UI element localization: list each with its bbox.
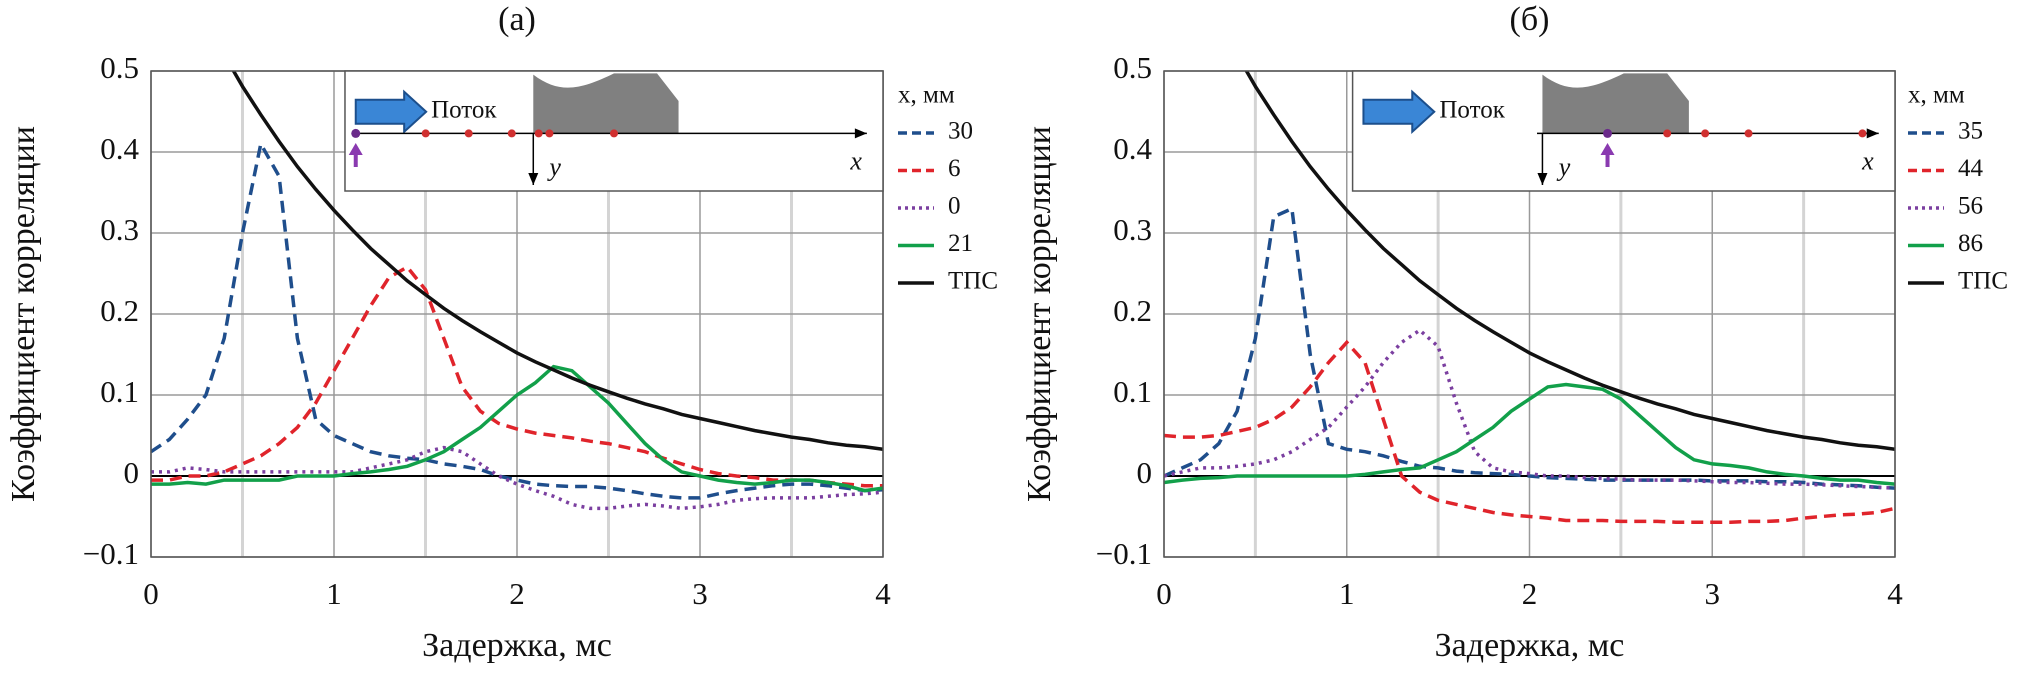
inset-x-label: x (849, 146, 862, 175)
sensor-dot (609, 129, 618, 138)
series-line (151, 264, 883, 488)
y-tick-label: 0.4 (100, 131, 139, 166)
legend-label: 86 (1958, 230, 1983, 257)
series-line (1164, 327, 1895, 490)
inset-y-label: y (546, 152, 561, 181)
inset-y-label: y (1556, 152, 1571, 181)
sensor-dot-active (351, 128, 361, 138)
x-tick-label: 1 (1339, 576, 1355, 611)
sensor-arrow (1600, 143, 1615, 167)
x-axis-title: Задержка, мс (422, 627, 612, 664)
flow-label: Поток (431, 97, 497, 124)
sensor-dot (507, 129, 516, 138)
sensor-dot (464, 129, 473, 138)
series-line (1244, 71, 1895, 452)
chart-title: (а) (498, 1, 536, 38)
series-line (1164, 206, 1895, 490)
y-tick-label: 0.3 (100, 212, 139, 247)
legend-label: 56 (1958, 193, 1983, 220)
x-tick-label: 2 (509, 576, 525, 611)
x-tick-label: 1 (326, 576, 342, 611)
x-axis-title: Задержка, мс (1435, 627, 1625, 664)
y-tick-label: 0.4 (1113, 131, 1152, 166)
legend-label: 30 (948, 118, 973, 145)
flow-label: Поток (1439, 97, 1505, 124)
x-tick-label: 0 (1156, 576, 1172, 611)
body-shape (533, 73, 679, 134)
y-tick-label: 0 (1137, 455, 1153, 490)
series-line (1164, 382, 1895, 486)
inset-y-arrow (528, 173, 539, 185)
sensor-dot (1663, 129, 1672, 138)
legend-label: 0 (948, 193, 961, 220)
chart-title: (б) (1510, 1, 1550, 38)
y-tick-label: −0.1 (1096, 536, 1152, 571)
series-line (1164, 339, 1895, 524)
x-tick-label: 3 (692, 576, 708, 611)
sensor-dot (421, 129, 430, 138)
y-axis-title: Коэффициент корреляции (5, 126, 42, 502)
x-tick-label: 0 (143, 576, 159, 611)
x-tick-label: 4 (875, 576, 891, 611)
y-axis-title: Коэффициент корреляции (1021, 126, 1058, 502)
series-line (231, 71, 883, 452)
y-tick-label: 0.2 (100, 293, 139, 328)
x-tick-label: 3 (1705, 576, 1721, 611)
sensor-dot-active (1603, 128, 1613, 138)
series-line (151, 445, 883, 511)
body-shape (1542, 73, 1689, 134)
inset-x-arrow (854, 128, 867, 139)
x-tick-label: 4 (1887, 576, 1903, 611)
flow-arrow (1362, 89, 1436, 135)
series-line (151, 364, 883, 493)
flow-arrow (354, 89, 428, 135)
legend-label: 44 (1958, 155, 1984, 182)
legend-label: ТПС (1958, 268, 2008, 295)
sensor-dot (1701, 129, 1710, 138)
legend-label: 35 (1958, 118, 1983, 145)
legend-label: 21 (948, 230, 973, 257)
sensor-dot (534, 129, 543, 138)
sensor-dot (1744, 129, 1753, 138)
y-tick-label: 0.1 (1113, 374, 1152, 409)
inset-x-arrow (1866, 128, 1879, 139)
y-tick-label: 0.5 (100, 50, 139, 85)
y-tick-label: 0.1 (100, 374, 139, 409)
legend-title: x, мм (898, 82, 955, 109)
y-tick-label: 0.5 (1113, 50, 1152, 85)
legend-label: 6 (948, 155, 961, 182)
y-tick-label: −0.1 (83, 536, 139, 571)
sensor-arrow (348, 143, 363, 167)
sensor-dot (1858, 129, 1867, 138)
legend-label: ТПС (948, 268, 998, 295)
sensor-dot (545, 129, 554, 138)
inset-x-label: x (1861, 146, 1874, 175)
inset-y-arrow (1537, 173, 1548, 185)
x-tick-label: 2 (1522, 576, 1538, 611)
y-tick-label: 0.3 (1113, 212, 1152, 247)
y-tick-label: 0.2 (1113, 293, 1152, 328)
series-line (151, 138, 883, 500)
legend-title: x, мм (1908, 82, 1965, 109)
y-tick-label: 0 (124, 455, 140, 490)
